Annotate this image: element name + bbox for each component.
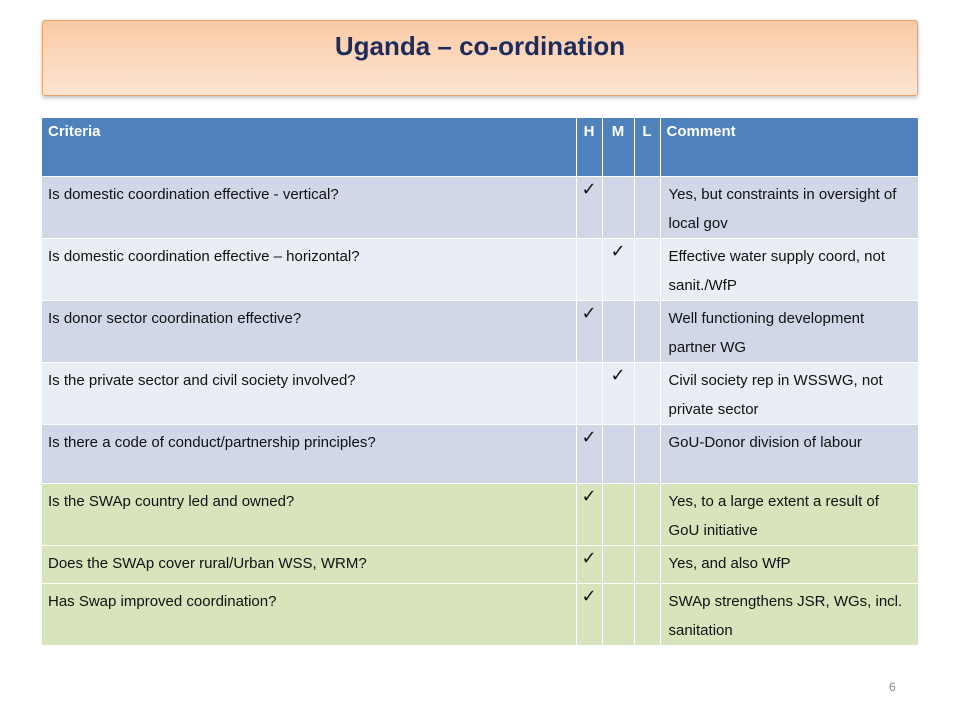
table-row: Is the private sector and civil society … (42, 361, 919, 424)
checkmark-icon: ✓ (581, 302, 597, 323)
rating-cell-m: ✓ (602, 361, 635, 424)
comment-cell: Well functioning development partner WG (660, 299, 919, 362)
comment-cell: GoU-Donor division of labour (660, 423, 919, 483)
rating-cell-l (634, 423, 661, 483)
comment-cell: SWAp strengthens JSR, WGs, incl. sanitat… (660, 582, 919, 645)
header-comment: Comment (660, 118, 919, 176)
rating-cell-m (602, 423, 635, 483)
criteria-cell: Does the SWAp cover rural/Urban WSS, WRM… (42, 544, 577, 583)
criteria-cell: Is the SWAp country led and owned? (42, 482, 577, 545)
table-row: Is domestic coordination effective – hor… (42, 237, 919, 300)
checkmark-icon: ✓ (581, 585, 597, 606)
slide-title: Uganda – co-ordination (334, 31, 626, 61)
checkmark-icon: ✓ (610, 364, 626, 385)
rating-cell-h: ✓ (576, 423, 603, 483)
header-l: L (634, 118, 661, 176)
checkmark-icon: ✓ (581, 426, 597, 447)
checkmark-icon: ✓ (610, 240, 626, 261)
checkmark-icon: ✓ (581, 547, 597, 568)
comment-cell: Civil society rep in WSSWG, not private … (660, 361, 919, 424)
rating-cell-m (602, 482, 635, 545)
table-row: Is donor sector coordination effective? ✓… (42, 299, 919, 362)
comment-cell: Yes, to a large extent a result of GoU i… (660, 482, 919, 545)
table-row: Is there a code of conduct/partnership p… (42, 423, 919, 483)
rating-cell-h (576, 361, 603, 424)
table-row: Does the SWAp cover rural/Urban WSS, WRM… (42, 544, 919, 583)
rating-cell-l (634, 361, 661, 424)
rating-cell-h: ✓ (576, 299, 603, 362)
header-m: M (602, 118, 635, 176)
comment-cell: Effective water supply coord, not sanit.… (660, 237, 919, 300)
checkmark-icon: ✓ (581, 178, 597, 199)
rating-cell-l (634, 299, 661, 362)
comment-cell: Yes, and also WfP (660, 544, 919, 583)
table-row: Is the SWAp country led and owned? ✓ Yes, … (42, 482, 919, 545)
criteria-cell: Has Swap improved coordination? (42, 582, 577, 645)
rating-cell-h: ✓ (576, 175, 603, 238)
table-row: Is domestic coordination effective - ver… (42, 175, 919, 238)
criteria-cell: Is domestic coordination effective – hor… (42, 237, 577, 300)
rating-cell-m (602, 299, 635, 362)
rating-cell-m: ✓ (602, 237, 635, 300)
table-header-row: Criteria H M L Comment (42, 118, 919, 176)
rating-cell-m (602, 544, 635, 583)
table-row: Has Swap improved coordination? ✓ SWAp str… (42, 582, 919, 645)
rating-cell-m (602, 175, 635, 238)
rating-cell-l (634, 175, 661, 238)
criteria-cell: Is there a code of conduct/partnership p… (42, 423, 577, 483)
rating-cell-m (602, 582, 635, 645)
rating-cell-l (634, 544, 661, 583)
header-h: H (576, 118, 603, 176)
comment-cell: Yes, but constraints in oversight of loc… (660, 175, 919, 238)
criteria-cell: Is donor sector coordination effective? (42, 299, 577, 362)
rating-cell-l (634, 582, 661, 645)
page-number: 6 (889, 680, 896, 694)
criteria-table: Criteria H M L Comment Is domestic coord… (42, 118, 919, 645)
criteria-cell: Is the private sector and civil society … (42, 361, 577, 424)
rating-cell-h (576, 237, 603, 300)
rating-cell-l (634, 237, 661, 300)
rating-cell-h: ✓ (576, 582, 603, 645)
criteria-cell: Is domestic coordination effective - ver… (42, 175, 577, 238)
rating-cell-l (634, 482, 661, 545)
title-banner: Uganda – co-ordination (42, 20, 918, 96)
checkmark-icon: ✓ (581, 485, 597, 506)
rating-cell-h: ✓ (576, 482, 603, 545)
rating-cell-h: ✓ (576, 544, 603, 583)
header-criteria: Criteria (42, 118, 577, 176)
